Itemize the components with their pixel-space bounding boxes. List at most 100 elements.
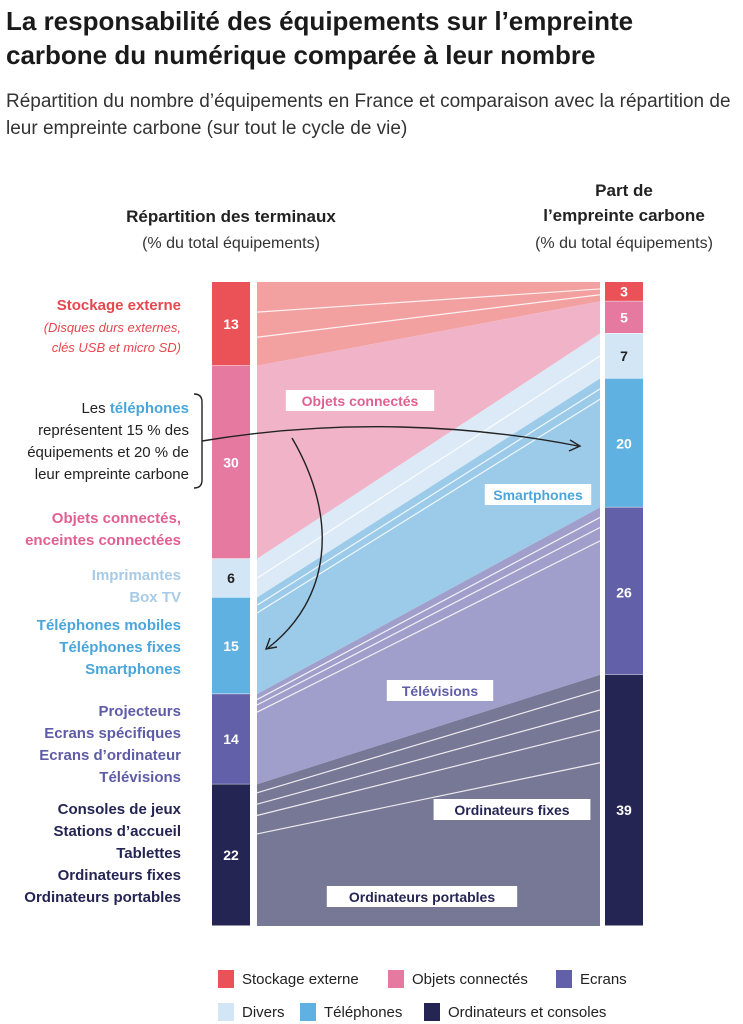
left-value-divers: 6 [227, 570, 235, 586]
flow-label-box-3 [433, 799, 591, 820]
left-label-ordinateurs-4: Ordinateurs portables [24, 889, 181, 906]
annotation-arrowhead-right [568, 439, 582, 452]
legend-swatch-telephones [300, 1003, 316, 1021]
legend-swatch-stockage [218, 970, 234, 988]
left-value-ordinateurs: 22 [223, 847, 239, 863]
right-bar-divers [605, 333, 643, 379]
left-column-subtitle: (% du total équipements) [142, 235, 320, 252]
left-label-ecrans-3: Télévisions [99, 769, 181, 786]
annotation-line-3: leur empreinte carbone [35, 466, 189, 483]
right-value-stockage: 3 [620, 284, 628, 300]
flow-band-ecrans [257, 507, 600, 785]
left-label-ordinateurs-3: Ordinateurs fixes [58, 867, 181, 884]
annotation-prefix: Les [81, 400, 109, 417]
flow-divider-ordinateurs-3 [256, 762, 601, 835]
flow-label-box-4 [326, 886, 518, 907]
flow-band-objets [257, 301, 600, 559]
left-value-stockage: 13 [223, 316, 239, 332]
left-label-divers-1: Box TV [129, 589, 181, 606]
right-bar-stockage [605, 282, 643, 302]
chart-subtitle: Répartition du nombre d’équipements en F… [6, 91, 731, 139]
legend-label-objets: Objets connectés [412, 971, 528, 988]
left-label-ordinateurs-1: Stations d’accueil [53, 823, 181, 840]
legend-label-ecrans: Ecrans [580, 971, 627, 988]
left-bar-ordinateurs [212, 784, 250, 926]
legend-label-divers: Divers [242, 1004, 285, 1021]
legend-swatch-ecrans [556, 970, 572, 988]
legend-swatch-objets [388, 970, 404, 988]
right-bar-ordinateurs [605, 674, 643, 926]
left-value-ecrans: 14 [223, 731, 239, 747]
annotation-arrow-left [267, 437, 323, 649]
flow-label-1: Smartphones [493, 487, 583, 503]
flow-divider-ecrans-2 [256, 540, 601, 713]
left-label-ecrans-0: Projecteurs [98, 703, 181, 720]
left-note-stockage-1: clés USB et micro SD) [52, 340, 181, 355]
flow-divider-divers-0 [256, 355, 601, 579]
legend-label-ordinateurs: Ordinateurs et consoles [448, 1004, 606, 1021]
left-bar-divers [212, 558, 250, 598]
left-bar-ecrans [212, 694, 250, 785]
left-label-ordinateurs-2: Tablettes [116, 845, 181, 862]
flow-divider-stockage-0 [256, 288, 601, 313]
left-label-divers-0: Imprimantes [92, 567, 181, 584]
flow-label-box-2 [386, 680, 494, 701]
flow-divider-telephones-1 [256, 398, 601, 614]
flow-band-stockage [257, 282, 600, 366]
legend-label-stockage: Stockage externe [242, 971, 359, 988]
flow-band-ordinateurs [257, 674, 600, 926]
annotation-arrowhead-left [264, 637, 278, 650]
left-label-ecrans-1: Ecrans spécifiques [44, 725, 181, 742]
left-bar-stockage [212, 282, 250, 366]
left-bar-objets [212, 365, 250, 559]
left-label-ordinateurs-0: Consoles de jeux [58, 801, 182, 818]
left-value-telephones: 15 [223, 638, 239, 654]
annotation-highlight: téléphones [110, 400, 189, 417]
right-value-telephones: 20 [616, 436, 632, 452]
flow-divider-ecrans-1 [256, 526, 601, 706]
flow-label-box-1 [484, 484, 592, 505]
flow-divider-ordinateurs-2 [256, 729, 601, 817]
flow-divider-telephones-0 [256, 388, 601, 606]
left-note-stockage-0: (Disques durs externes, [44, 320, 181, 335]
legend-swatch-ordinateurs [424, 1003, 440, 1021]
right-column-title-line2: l’empreinte carbone [543, 206, 705, 225]
legend-swatch-divers [218, 1003, 234, 1021]
right-value-divers: 7 [620, 348, 628, 364]
flow-band-telephones [257, 378, 600, 695]
right-value-ordinateurs: 39 [616, 802, 632, 818]
flow-label-0: Objets connectés [302, 393, 419, 409]
flow-label-box-0 [285, 390, 435, 411]
flow-label-4: Ordinateurs portables [349, 889, 495, 905]
flow-divider-ecrans-0 [256, 516, 601, 701]
flow-band-divers [257, 333, 600, 598]
left-column-title: Répartition des terminaux [126, 207, 336, 226]
flow-label-3: Ordinateurs fixes [454, 802, 569, 818]
left-label-stockage-0: Stockage externe [57, 297, 181, 314]
flow-divider-ordinateurs-0 [256, 689, 601, 794]
flow-divider-stockage-1 [256, 294, 601, 338]
left-label-telephones-0: Téléphones mobiles [37, 617, 181, 634]
right-bar-ecrans [605, 507, 643, 675]
left-value-objets: 30 [223, 454, 239, 470]
chart-title: La responsabilité des équipements sur l’… [6, 6, 634, 70]
right-value-ecrans: 26 [616, 584, 632, 600]
right-column-subtitle: (% du total équipements) [535, 235, 713, 252]
left-label-telephones-1: Téléphones fixes [59, 639, 181, 656]
right-column-title-line1: Part de [595, 181, 653, 200]
left-label-objets-1: enceintes connectées [25, 532, 181, 549]
right-bar-telephones [605, 378, 643, 508]
legend-label-telephones: Téléphones [324, 1004, 402, 1021]
left-label-objets-0: Objets connectés, [52, 510, 181, 527]
right-value-objets: 5 [620, 309, 628, 325]
left-bar-telephones [212, 597, 250, 695]
annotation-bracket [193, 393, 203, 489]
left-label-ecrans-2: Ecrans d’ordinateur [39, 747, 181, 764]
left-label-telephones-2: Smartphones [85, 661, 181, 678]
annotation-line-2: équipements et 20 % de [27, 444, 189, 461]
right-bar-objets [605, 301, 643, 334]
annotation-arrow-right [201, 426, 579, 447]
flow-divider-ordinateurs-1 [256, 709, 601, 805]
annotation-line-0: Les téléphones [81, 400, 189, 417]
